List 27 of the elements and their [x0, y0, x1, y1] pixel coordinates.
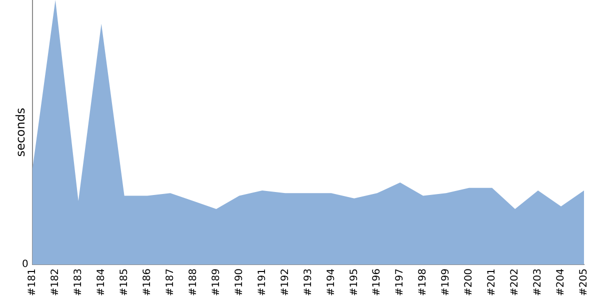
x-tick-label: #192: [280, 268, 291, 296]
x-tick-label: #181: [26, 268, 38, 296]
x-tick-label: #197: [394, 268, 406, 296]
x-tick-label: #190: [234, 268, 245, 296]
x-tick-label: #194: [326, 268, 337, 296]
x-tick-label: #182: [50, 268, 61, 296]
x-tick-label: #199: [440, 268, 452, 296]
y-axis-title: seconds: [13, 108, 28, 157]
x-tick-label: #186: [142, 268, 153, 296]
text: 0: [22, 259, 28, 270]
x-tick-label: #196: [372, 268, 383, 296]
x-tick-label: #201: [486, 268, 498, 296]
x-tick-label: #193: [302, 268, 314, 296]
x-tick-label: #195: [348, 268, 360, 296]
x-tick-label: #191: [256, 268, 268, 296]
x-tick-label: #204: [556, 268, 567, 296]
x-tick-label: #198: [418, 268, 429, 296]
x-tick-label: #188: [188, 268, 199, 296]
x-tick-label: #184: [96, 268, 107, 296]
x-tick-label: #200: [464, 268, 475, 296]
x-tick-label: #187: [164, 268, 176, 296]
x-tick-label: #203: [532, 268, 544, 296]
x-tick-label: #189: [210, 268, 222, 296]
x-tick-label: #202: [510, 268, 521, 296]
x-tick-label: #205: [578, 268, 590, 296]
x-tick-label: #185: [118, 268, 130, 296]
x-tick-label: #183: [72, 268, 84, 296]
